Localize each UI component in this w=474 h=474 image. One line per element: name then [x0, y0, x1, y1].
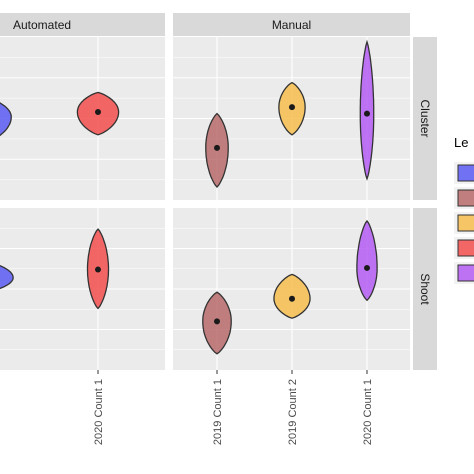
legend-key-swatch — [457, 189, 474, 207]
legend-key-swatch — [457, 264, 474, 282]
strip-automated: Automated — [0, 13, 165, 36]
x-tick-label: 2020 Count 1 — [362, 379, 374, 445]
violin-median-point — [214, 144, 220, 151]
violin-median-point — [214, 318, 220, 325]
violin-body — [0, 265, 14, 290]
strip-cluster: Cluster — [413, 37, 437, 200]
strip-background — [413, 37, 437, 200]
legend: Le — [454, 135, 474, 284]
facet-strips: Automated Manual Cluster Shoot — [0, 13, 437, 370]
x-axis-ticks: 2020 Count 1 2019 Count 1 2019 Count 2 2020… — [93, 370, 374, 445]
violin-manual-cluster-2020-count-1 — [359, 39, 375, 181]
strip-background — [0, 13, 165, 36]
violin-median-point — [289, 295, 295, 302]
violin-automated-shoot--clipped- — [0, 265, 14, 290]
legend-key-swatch — [457, 214, 474, 232]
violin-manual-shoot-2019-count-1 — [202, 291, 232, 355]
strip-label-automated: Automated — [13, 18, 71, 32]
violin-layer — [0, 39, 378, 355]
violin-median-point — [95, 108, 101, 115]
legend-title: Le — [454, 135, 468, 150]
strip-background — [173, 13, 410, 36]
violin-manual-cluster-2019-count-2 — [278, 81, 306, 136]
strip-label-cluster: Cluster — [418, 99, 432, 137]
violin-manual-cluster-2019-count-1 — [205, 112, 229, 188]
strip-background — [413, 208, 437, 370]
violin-automated-cluster--clipped- — [0, 102, 12, 137]
x-tick-label: 2019 Count 2 — [287, 379, 299, 445]
x-tick-label: 2020 Count 1 — [93, 379, 105, 445]
strip-manual: Manual — [173, 13, 410, 36]
violin-body — [356, 219, 378, 302]
violin-median-point — [95, 266, 101, 273]
strip-label-shoot: Shoot — [418, 273, 432, 305]
violin-body — [359, 39, 375, 181]
violin-median-point — [364, 110, 370, 117]
violin-manual-shoot-2019-count-2 — [273, 273, 311, 319]
strip-shoot: Shoot — [413, 208, 437, 370]
panel-automated-shoot — [0, 208, 165, 370]
violin-automated-shoot-2020-count-1 — [86, 228, 110, 310]
violin-automated-cluster-2020-count-1 — [76, 91, 120, 136]
violin-median-point — [289, 104, 295, 111]
strip-label-manual: Manual — [272, 18, 311, 32]
violin-median-point — [364, 264, 370, 271]
violin-manual-shoot-2020-count-1 — [356, 219, 378, 302]
violin-body — [0, 102, 12, 137]
legend-key-swatch — [457, 239, 474, 257]
x-tick-label: 2019 Count 1 — [212, 379, 224, 445]
legend-key-swatch — [457, 164, 474, 182]
